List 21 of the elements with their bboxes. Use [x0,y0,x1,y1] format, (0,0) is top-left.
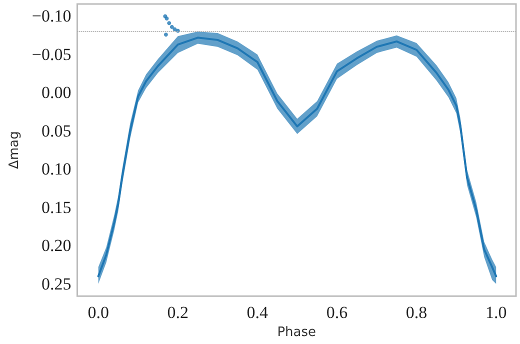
point [167,21,172,26]
x-tick-label: 0.0 [88,303,109,322]
y-tick-label: 0.00 [41,83,72,102]
x-tick-label: 0.8 [406,303,428,322]
y-tick-label: −0.10 [32,6,72,26]
x-tick-label: 0.2 [167,303,189,322]
y-axis-title: Δmag [7,131,22,169]
y-tick-label: 0.10 [41,160,72,179]
y-tick-label: 0.20 [41,236,72,256]
x-tick-label: 0.4 [246,303,269,322]
y-tick-label: 0.25 [41,274,72,294]
point [170,24,174,29]
x-tick-label: 1.0 [485,303,507,322]
x-tick-label: 0.6 [326,303,348,322]
point [164,16,169,21]
point [164,32,168,37]
y-tick-label: −0.05 [32,44,72,64]
point [172,27,177,32]
x-axis-title: Phase [277,325,316,340]
y-tick-label: 0.15 [41,198,72,217]
y-tick-label: 0.05 [41,121,72,140]
